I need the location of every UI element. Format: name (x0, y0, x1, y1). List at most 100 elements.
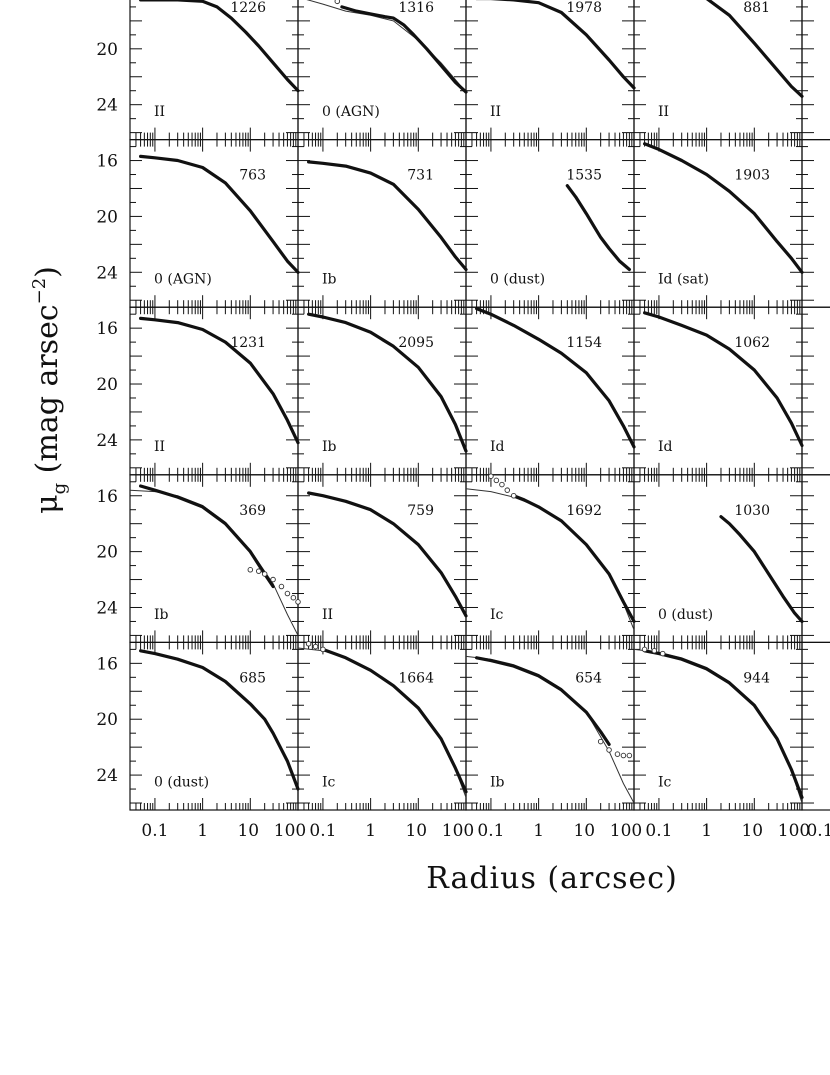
profile-type-label: II (490, 104, 501, 120)
profile-data-line (475, 307, 636, 449)
profile-data-line (139, 316, 300, 445)
x-tick-label: 100 (274, 821, 306, 841)
deviation-point (641, 646, 648, 653)
panel-frame (801, 474, 830, 643)
profile-data-line (139, 154, 300, 274)
y-tick-label: 16 (96, 319, 118, 339)
y-tick-label: 16 (96, 0, 118, 4)
galaxy-id-label: 944 (743, 670, 770, 686)
x-tick-label: 100 (778, 821, 810, 841)
deviation-point (305, 641, 312, 647)
profile-data-line (475, 656, 611, 746)
panel-frame (801, 306, 830, 476)
deviation-point (510, 493, 517, 499)
x-tick-label: 10 (573, 821, 595, 841)
profile-type-label: Id (658, 439, 673, 455)
profile-type-label: Ib (322, 272, 337, 288)
profile-type-label: 0 (AGN) (322, 104, 380, 120)
profile-data-line (719, 515, 804, 623)
y-tick-label: 20 (96, 207, 118, 227)
profile-type-label: 0 (dust) (658, 607, 713, 623)
galaxy-id-label: 654 (575, 670, 602, 686)
x-tick-label: 0.1 (309, 821, 336, 841)
y-tick-label: 24 (96, 766, 118, 786)
y-tick-label: 20 (96, 40, 118, 60)
galaxy-id-label: 1062 (734, 335, 770, 351)
deviation-point (626, 752, 633, 759)
panel-frame-group (801, 641, 830, 811)
x-tick-label: 1 (197, 821, 208, 841)
galaxy-id-label: 1903 (734, 168, 770, 184)
y-tick-label: 16 (96, 487, 118, 507)
galaxy-id-label: 1226 (230, 0, 266, 16)
galaxy-id-label: 369 (239, 503, 266, 519)
galaxy-id-label: 759 (407, 503, 434, 519)
galaxy-id-label: 1030 (734, 503, 770, 519)
y-axis-label-exponent: −2 (29, 278, 50, 305)
deviation-point (499, 481, 505, 488)
y-tick-label: 16 (96, 654, 118, 674)
y-tick-label: 24 (96, 598, 118, 618)
panel-frame-group (801, 474, 830, 643)
profile-data-line (307, 491, 468, 618)
y-axis-label: μg (mag arsec−2) (29, 266, 70, 514)
model-fit-line (306, 0, 467, 93)
panel-frame (801, 139, 830, 308)
deviation-point (278, 583, 285, 590)
profile-data-line (139, 484, 275, 589)
y-axis-label-text: (mag arsec (30, 304, 65, 483)
x-tick-label: 0.1 (806, 821, 830, 841)
y-tick-label: 20 (96, 543, 118, 563)
profile-type-label: Ib (154, 607, 169, 623)
deviation-point (247, 567, 254, 573)
galaxy-id-label: 1316 (398, 0, 434, 16)
deviation-point (334, 0, 341, 5)
deviation-point (270, 576, 276, 583)
x-tick-label: 10 (405, 821, 427, 841)
deviation-point (255, 568, 262, 574)
deviation-point (312, 643, 319, 650)
profile-data-line (139, 0, 300, 93)
galaxy-id-label: 2095 (398, 335, 434, 351)
x-tick-label: 10 (741, 821, 763, 841)
deviation-point (597, 738, 604, 745)
x-tick-label: 10 (237, 821, 259, 841)
y-tick-label: 16 (96, 152, 118, 172)
profile-type-label: 0 (dust) (154, 774, 209, 790)
x-tick-label: 0.1 (477, 821, 504, 841)
profile-data-line (321, 647, 468, 794)
deviation-point (606, 747, 612, 753)
profile-type-label: 0 (AGN) (154, 272, 212, 288)
y-tick-label: 20 (96, 375, 118, 395)
galaxy-id-label: 685 (239, 670, 266, 686)
profile-data-line (307, 312, 468, 453)
deviation-point (620, 752, 627, 759)
x-tick-label: 0.1 (645, 821, 672, 841)
deviation-point (320, 646, 326, 653)
profile-data-line (512, 494, 636, 623)
panel-frame-group (801, 306, 830, 476)
panel-grid: 1620241620241620241620241620240.11101000… (96, 0, 830, 841)
y-axis-label-close: ) (30, 266, 65, 278)
profile-data-line (340, 5, 468, 94)
profile-type-label: II (154, 439, 165, 455)
profile-type-label: Ib (322, 439, 337, 455)
galaxy-id-label: 763 (239, 168, 266, 184)
x-tick-label: 100 (610, 821, 642, 841)
deviation-point (614, 751, 621, 757)
profile-data-line (476, 0, 636, 90)
deviation-point (290, 594, 297, 601)
profile-type-label: II (154, 104, 165, 120)
y-axis-label-mu: μ (30, 494, 65, 514)
y-tick-label: 24 (96, 96, 118, 116)
deviation-point (284, 590, 291, 597)
profile-type-label: Ic (490, 607, 504, 623)
profile-data-line (565, 184, 631, 272)
galaxy-id-label: 1664 (398, 670, 434, 686)
galaxy-id-label: 1154 (566, 335, 602, 351)
profile-data-line (705, 0, 804, 98)
profile-type-label: 0 (dust) (490, 272, 545, 288)
profile-data-line (643, 649, 804, 799)
profile-data-line (307, 160, 468, 272)
